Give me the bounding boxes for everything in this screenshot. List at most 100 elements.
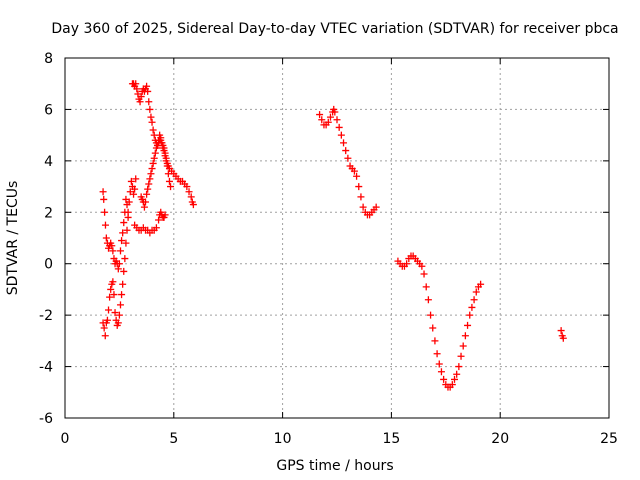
- x-tick-label: 5: [169, 431, 178, 447]
- data-point: [340, 139, 348, 147]
- data-point: [167, 183, 175, 191]
- data-point: [333, 116, 341, 124]
- data-point: [357, 193, 365, 201]
- data-point: [437, 368, 445, 376]
- data-point: [124, 213, 132, 221]
- y-tick-label: 2: [44, 205, 53, 221]
- data-point: [103, 316, 111, 324]
- data-point: [470, 296, 478, 304]
- data-point: [185, 188, 193, 196]
- data-point: [459, 342, 467, 350]
- data-point: [151, 149, 159, 157]
- chart-title: Day 360 of 2025, Sidereal Day-to-day VTE…: [51, 21, 618, 37]
- x-tick-labels: 0 5 10 15 20 25: [61, 431, 618, 447]
- data-point: [433, 350, 441, 358]
- data-point: [162, 154, 170, 162]
- data-point: [189, 201, 197, 209]
- data-point: [123, 226, 131, 234]
- data-point: [133, 85, 141, 93]
- data-point: [132, 80, 140, 88]
- data-point: [148, 165, 156, 173]
- data-point: [101, 221, 109, 229]
- data-point: [453, 370, 461, 378]
- data-point: [420, 270, 428, 278]
- data-point: [355, 183, 363, 191]
- data-point: [114, 319, 122, 327]
- data-point: [131, 185, 139, 193]
- data-point: [335, 123, 343, 131]
- data-point: [121, 255, 129, 263]
- data-point: [119, 229, 127, 237]
- data-point: [350, 167, 358, 175]
- axis-ticks: [64, 57, 610, 419]
- data-point: [116, 247, 124, 255]
- data-point: [324, 118, 332, 126]
- y-tick-labels: -6 -4 -2 0 2 4 6 8: [39, 51, 53, 427]
- data-point: [125, 198, 133, 206]
- data-point: [161, 211, 169, 219]
- data-point: [435, 360, 443, 368]
- data-point: [464, 321, 472, 329]
- data-point: [150, 154, 158, 162]
- data-point: [149, 126, 157, 134]
- data-point: [559, 334, 567, 342]
- data-point: [318, 116, 326, 124]
- data-point: [100, 324, 108, 332]
- data-point: [331, 108, 339, 116]
- data-point: [149, 159, 157, 167]
- x-tick-label: 20: [491, 431, 509, 447]
- data-point: [99, 188, 107, 196]
- data-point: [120, 267, 128, 275]
- data-point: [145, 98, 153, 106]
- data-point: [122, 239, 130, 247]
- data-point: [326, 113, 334, 121]
- data-point: [451, 375, 459, 383]
- data-point: [143, 82, 151, 90]
- data-point: [130, 190, 138, 198]
- data-point: [359, 203, 367, 211]
- data-point: [448, 381, 456, 389]
- data-point: [143, 190, 151, 198]
- data-point: [344, 154, 352, 162]
- data-point: [119, 280, 127, 288]
- data-point: [101, 208, 109, 216]
- data-point: [165, 177, 173, 185]
- data-point: [111, 309, 119, 317]
- data-point: [424, 296, 432, 304]
- plot-frame: [64, 57, 610, 419]
- y-tick-label: 8: [44, 51, 53, 67]
- data-point: [140, 203, 148, 211]
- data-point: [457, 352, 465, 360]
- data-point: [114, 265, 122, 273]
- x-tick-label: 0: [61, 431, 70, 447]
- data-point: [144, 185, 152, 193]
- data-point: [147, 170, 155, 178]
- data-point: [107, 285, 115, 293]
- data-point: [557, 327, 565, 335]
- y-tick-label: -4: [39, 360, 53, 376]
- data-point: [427, 311, 435, 319]
- x-tick-label: 25: [600, 431, 618, 447]
- data-point: [160, 144, 168, 152]
- data-point: [422, 283, 430, 291]
- data-point: [353, 172, 361, 180]
- data-point: [142, 198, 150, 206]
- grid-lines: [65, 58, 609, 418]
- data-point: [127, 177, 135, 185]
- data-point: [429, 324, 437, 332]
- data-point: [146, 105, 154, 113]
- data-point: [108, 242, 116, 250]
- data-point: [418, 262, 426, 270]
- data-point: [116, 301, 124, 309]
- data-point: [120, 219, 128, 227]
- data-point: [155, 216, 163, 224]
- data-point: [118, 237, 126, 245]
- data-point: [132, 175, 140, 183]
- data-point: [468, 303, 476, 311]
- data-point: [461, 332, 469, 340]
- data-point: [337, 131, 345, 139]
- data-point: [455, 363, 463, 371]
- data-point: [440, 375, 448, 383]
- data-point: [144, 87, 152, 95]
